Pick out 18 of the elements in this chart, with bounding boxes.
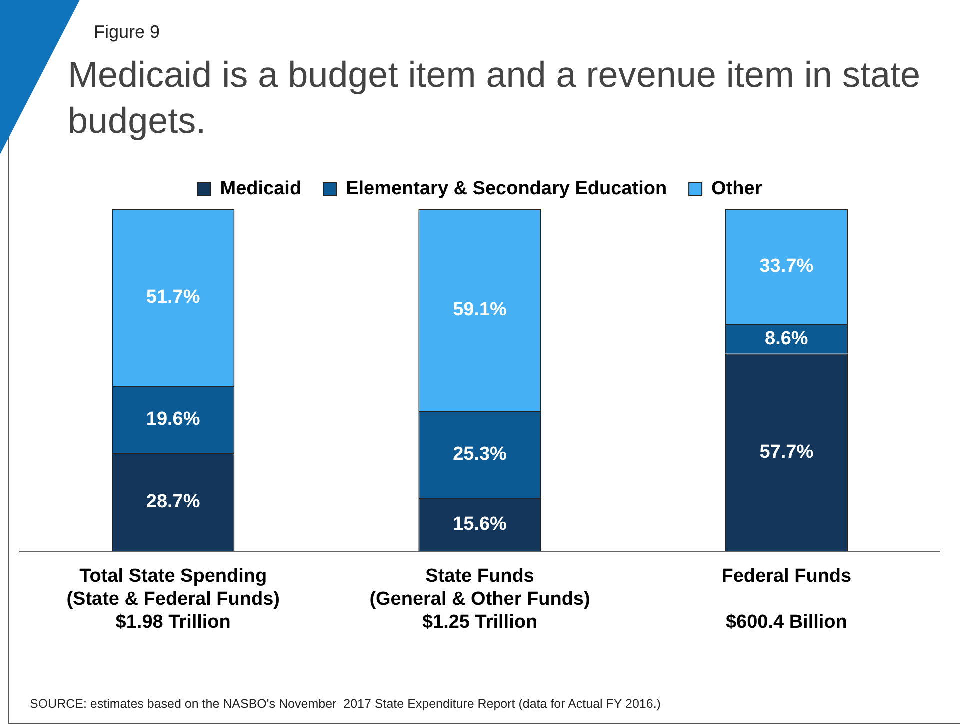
- chart-subtitle: Figure 9: [94, 22, 160, 43]
- source-note: SOURCE: estimates based on the NASBO's November 2017 State Expenditure Report (data for Actual FY 2016.): [30, 697, 661, 711]
- data-label: 8.6%: [765, 328, 808, 350]
- data-label: 28.7%: [146, 492, 200, 513]
- data-label: 25.3%: [453, 444, 508, 466]
- data-label: 19.6%: [146, 408, 200, 430]
- data-label: 59.1%: [453, 299, 508, 320]
- data-label: 15.6%: [453, 514, 508, 536]
- data-label: 57.7%: [760, 442, 814, 463]
- legend-label: Medicaid: [220, 178, 302, 200]
- x-tick-label: Total State Spending (State & Federal Funds) $1.98 Trillion: [66, 566, 280, 633]
- chart-title: Medicaid is a budget item and a revenue item in state budgets.: [68, 53, 922, 143]
- data-label: 51.7%: [146, 286, 200, 308]
- legend-label: Elementary & Secondary Education: [346, 178, 668, 200]
- x-tick-label: State Funds (General & Other Funds) $1.25 Trillion: [370, 566, 590, 633]
- category-label: Federal Funds $600.4 Billion: [722, 566, 852, 633]
- data-label: 33.7%: [760, 256, 814, 277]
- legend-label: Other: [712, 178, 763, 200]
